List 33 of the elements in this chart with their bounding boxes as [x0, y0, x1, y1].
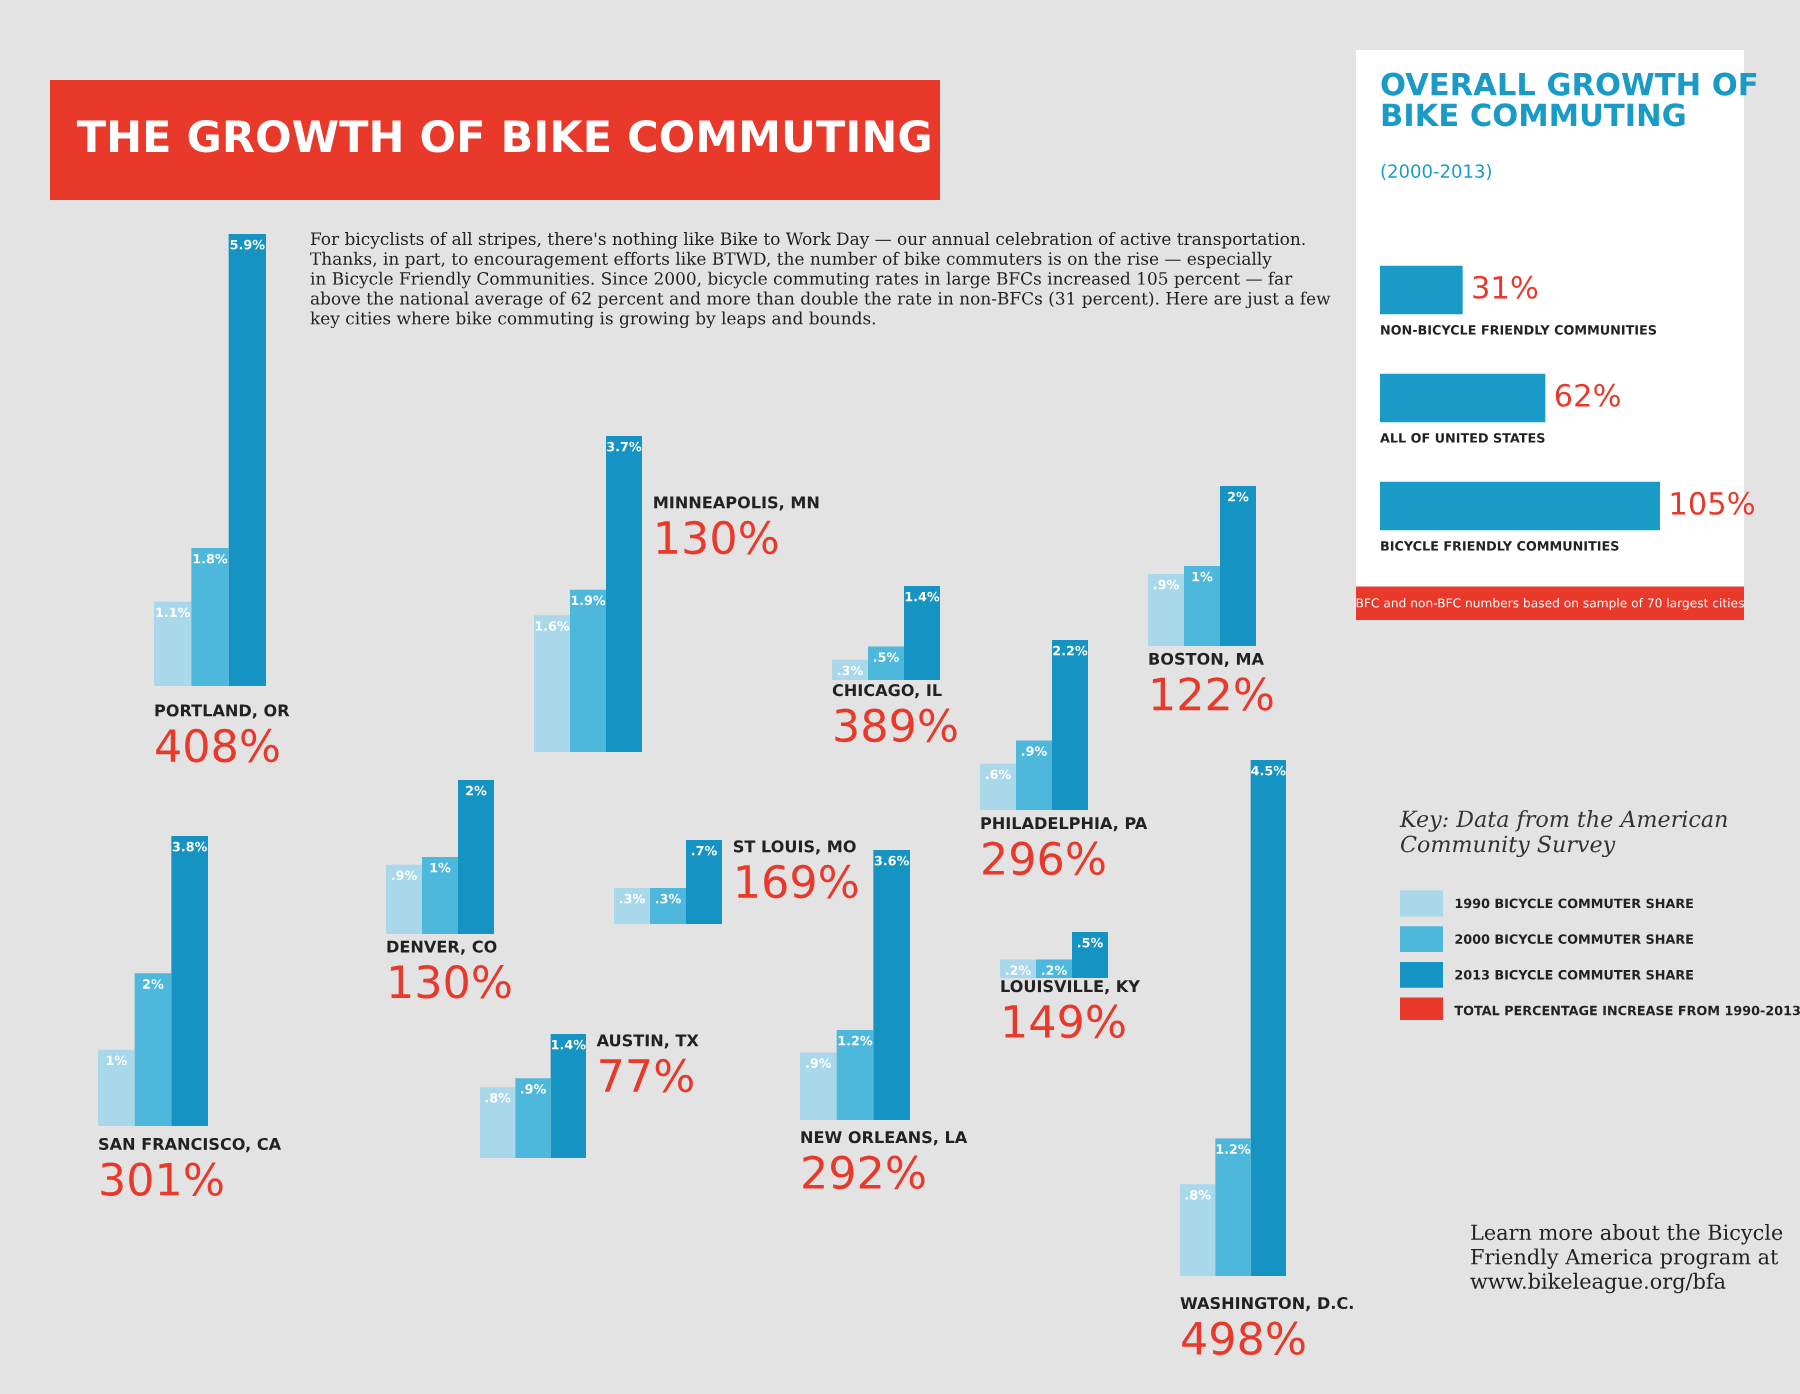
x-axis-title: DENVER, CO	[387, 940, 497, 955]
x-axis-title: BOSTON, MA	[1149, 652, 1264, 667]
text: 408%	[156, 728, 279, 763]
x-axis-title: NEW ORLEANS, LA	[801, 1131, 968, 1146]
x-axis-title: AUSTIN, TX	[596, 1034, 699, 1049]
x-axis-title: PHILADELPHIA, PA	[981, 817, 1148, 832]
text: 301%	[101, 1162, 223, 1196]
text: 149%	[1004, 1004, 1125, 1039]
text: 498%	[1182, 1321, 1305, 1356]
text: THE GROWTH OF BIKE COMMUTING	[76, 119, 930, 153]
text: Key: Data from the American Community Survey	[1399, 810, 1727, 858]
chart-subtitle: (2000-2013)	[1381, 164, 1491, 181]
text: 296%	[983, 841, 1105, 876]
x-axis-title: SAN FRANCISCO, CA	[99, 1137, 282, 1153]
text: 389%	[835, 708, 957, 743]
text: For bicyclists of all stripes, there's nothing like Bike to Work Day — our annual celebration of active transportation. Thanks, in part, to encouragement efforts like BTWD, the number of bike commuters is on the rise — especially in Bicycle Friendly Communities. Since 2000, bicycle commuting rates in large BFCs increased 105 percent — far above the national average of 62 percent and more than double the rate in non-BFCs (31 percent). Here are just a few key cities where bike commuting is growing by leaps and bounds.	[310, 232, 1331, 329]
text: 130%	[390, 964, 511, 999]
text: 77%	[600, 1058, 693, 1093]
annotation: 169%	[737, 864, 858, 899]
x-axis-title: ST LOUIS, MO	[733, 840, 856, 855]
data-label: 62%	[1555, 383, 1620, 407]
text: 130%	[657, 520, 778, 555]
data-label: 31%	[1473, 275, 1538, 299]
x-axis-title: CHICAGO, IL	[832, 684, 942, 699]
data-label: 105%	[1671, 491, 1754, 515]
x-axis-title: WASHINGTON, D.C.	[1180, 1296, 1353, 1312]
chart-title: OVERALL GROWTH OF BIKE COMMUTING	[1381, 72, 1757, 127]
x-axis-title: LOUISVILLE, KY	[1001, 980, 1141, 995]
text: Learn more about the Bicycle Friendly America program at www.bikeleague.org/bfa	[1470, 1224, 1783, 1294]
x-axis-title: PORTLAND, OR	[155, 704, 290, 719]
text: 292%	[803, 1155, 925, 1190]
x-axis-title: MINNEAPOLIS, MN	[654, 496, 819, 511]
text: 122%	[1152, 677, 1273, 711]
